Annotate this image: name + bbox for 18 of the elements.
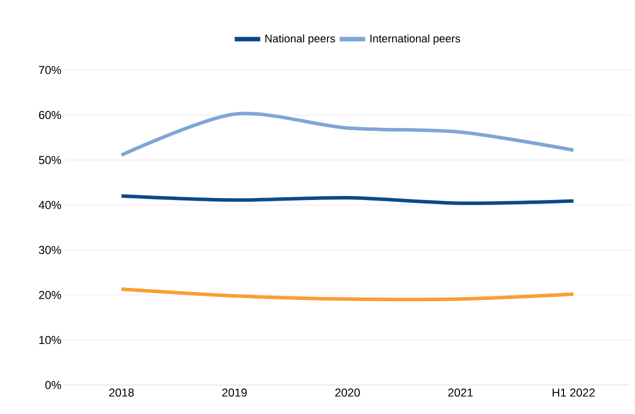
x-tick-label: 2021 — [448, 388, 473, 397]
legend-label: International peers — [370, 34, 460, 45]
line-series — [120, 112, 576, 157]
y-tick-label: 10% — [39, 336, 62, 344]
y-tick-label: 50% — [38, 156, 62, 164]
x-tick-label: 2020 — [335, 388, 360, 397]
y-tick-label: 40% — [38, 200, 62, 210]
line-series — [120, 194, 576, 205]
x-tick-label: 2018 — [109, 388, 134, 397]
line-series — [120, 287, 576, 302]
y-tick-label: 0% — [45, 380, 62, 390]
legend-label: National peers — [265, 34, 335, 45]
y-tick-label: 60% — [39, 110, 62, 120]
y-tick-label: 20% — [39, 290, 62, 300]
x-tick-label: H1 2022 — [552, 388, 595, 397]
y-tick-label: 30% — [38, 246, 62, 254]
x-tick-label: 2019 — [222, 388, 247, 397]
y-tick-label: 70% — [39, 66, 62, 74]
